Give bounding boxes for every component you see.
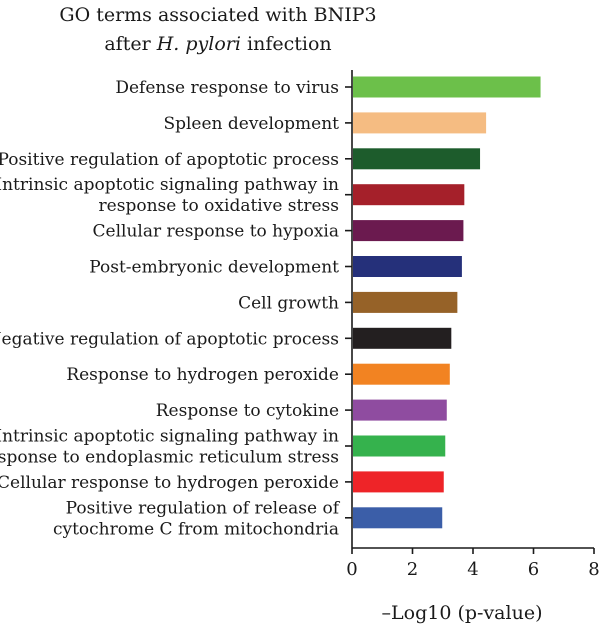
category-label: Positive regulation of release of <box>66 498 341 518</box>
bars-layer <box>353 76 541 529</box>
bar <box>353 399 447 421</box>
bar <box>353 148 481 170</box>
category-label: Cellular response to hypoxia <box>93 222 339 242</box>
category-label: Negative regulation of apoptotic process <box>0 329 339 349</box>
category-label: Response to cytokine <box>156 401 339 421</box>
category-label: response to endoplasmic reticulum stress <box>0 448 339 468</box>
bar <box>353 256 462 277</box>
x-tick-label: 8 <box>588 559 599 580</box>
category-label: Response to hydrogen peroxide <box>66 365 339 385</box>
bar <box>353 471 444 493</box>
category-label: cytochrome C from mitochondria <box>53 519 339 539</box>
bar <box>353 327 452 349</box>
x-tick-label: 6 <box>528 559 539 580</box>
category-label: Cellular response to hydrogen peroxide <box>0 473 339 493</box>
category-label: Defense response to virus <box>115 78 339 98</box>
title-prefix: after <box>104 33 156 55</box>
x-axis-label: –Log10 (p-value) <box>382 602 543 624</box>
chart-title-line-2: after H. pylori infection <box>104 33 331 55</box>
x-tick-label: 2 <box>407 559 418 580</box>
title-italic-organism: H. pylori <box>156 33 241 55</box>
bar <box>353 507 443 529</box>
bar <box>353 112 487 134</box>
x-tick-label: 0 <box>346 559 357 580</box>
title-suffix: infection <box>241 33 332 55</box>
category-labels: Defense response to virus Spleen developm… <box>0 78 341 539</box>
category-label: response to oxidative stress <box>99 196 339 216</box>
x-tick-label: 4 <box>467 559 478 580</box>
category-label: Post-embryonic development <box>89 258 339 278</box>
bar <box>353 184 465 206</box>
category-label: Positive regulation of apoptotic process <box>0 150 339 170</box>
bar <box>353 291 458 313</box>
bar <box>353 76 541 98</box>
category-label: Spleen development <box>163 114 339 134</box>
axis-layer: 0 2 4 6 8 <box>345 70 600 580</box>
bar <box>353 435 446 457</box>
category-label: Intrinsic apoptotic signaling pathway in <box>0 175 339 195</box>
category-label: Intrinsic apoptotic signaling pathway in <box>0 427 339 447</box>
bar <box>353 220 464 242</box>
category-label: Cell growth <box>238 293 339 313</box>
bar <box>353 363 450 385</box>
chart-title-line-1: GO terms associated with BNIP3 <box>59 4 376 26</box>
